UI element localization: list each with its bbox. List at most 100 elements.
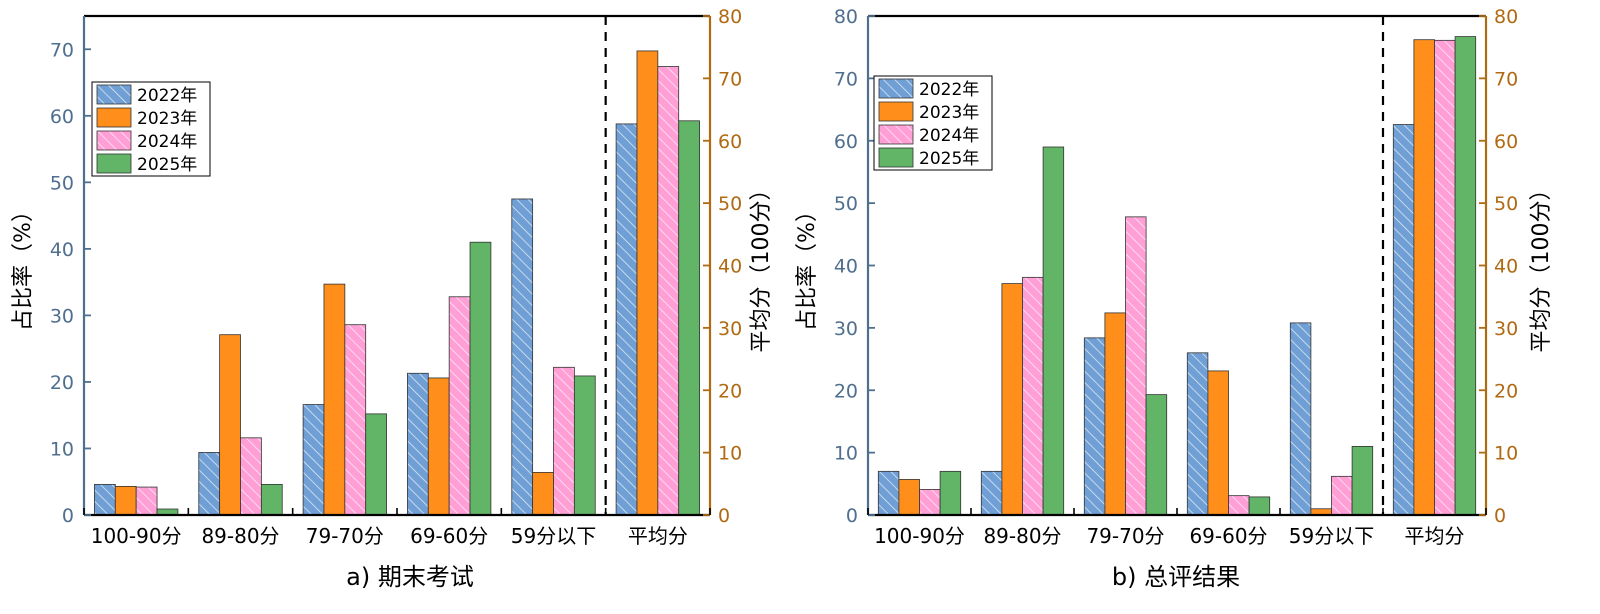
- bar-2023年-平均分: [636, 50, 659, 516]
- bar-2024年-89-80分: [1022, 276, 1044, 516]
- x-tick-label: 79-70分: [1086, 524, 1164, 548]
- legend-label: 2023年: [919, 103, 979, 123]
- bar-2024年-100-90分: [135, 486, 158, 516]
- bar-2024年-69-60分: [448, 296, 471, 516]
- legend-swatch-2022年: [96, 84, 132, 105]
- bar-2022年-100-90分: [94, 483, 116, 516]
- legend-label: 2023年: [137, 109, 197, 129]
- bar-2022年-59分以下: [1289, 322, 1312, 516]
- x-tick-label: 平均分: [1405, 524, 1465, 548]
- bar-2025年-89-80分: [1042, 146, 1065, 516]
- right-tick-label: 80: [718, 6, 742, 28]
- right-tick-label: 20: [1494, 380, 1518, 402]
- left-y-axis-label: 占比率（%）: [795, 200, 820, 331]
- legend-swatch-2024年: [878, 124, 914, 145]
- bar-2024年-平均分: [1434, 39, 1456, 516]
- right-tick-label: 30: [718, 318, 742, 340]
- bar-2025年-100-90分: [939, 470, 962, 516]
- right-y-axis-label: 平均分（100分）: [749, 179, 774, 353]
- right-tick-label: 50: [1494, 193, 1518, 215]
- bar-2022年-100-90分: [877, 470, 900, 516]
- bar-2025年-79-70分: [1145, 394, 1168, 516]
- panel-title: a) 期末考试: [346, 563, 474, 591]
- legend-label: 2024年: [919, 126, 979, 146]
- right-tick-label: 10: [718, 443, 742, 465]
- left-tick-label: 40: [834, 256, 858, 278]
- bar-2024年-59分以下: [1331, 475, 1353, 516]
- bar-2022年-69-60分: [1186, 352, 1209, 516]
- right-tick-label: 60: [718, 131, 742, 153]
- left-tick-label: 50: [834, 193, 858, 215]
- x-tick-label: 89-80分: [201, 524, 279, 548]
- bar-2024年-69-60分: [1228, 495, 1250, 516]
- x-tick-label: 59分以下: [511, 524, 596, 548]
- chart-panel-2: 0 10 20 30 40 50 60 70 80 0 10 20 30 40 50 60 70 80 100-90…: [795, 6, 1554, 591]
- right-y-axis-label: 平均分（100分）: [1529, 179, 1554, 353]
- left-tick-label: 20: [834, 380, 858, 402]
- bar-2022年-69-60分: [407, 372, 429, 516]
- left-tick-label: 40: [50, 239, 74, 261]
- left-tick-label: 70: [50, 39, 74, 61]
- bar-2022年-平均分: [615, 123, 638, 516]
- x-tick-label: 100-90分: [91, 524, 182, 548]
- bar-2023年-100-90分: [114, 485, 137, 516]
- right-tick-label: 70: [1494, 68, 1518, 90]
- x-tick-label: 59分以下: [1289, 524, 1374, 548]
- legend-label: 2022年: [919, 80, 979, 100]
- left-tick-label: 70: [834, 68, 858, 90]
- left-tick-label: 0: [846, 505, 858, 527]
- legend-swatch-2025年: [96, 153, 132, 174]
- bar-2023年-79-70分: [323, 283, 346, 516]
- right-tick-label: 50: [718, 193, 742, 215]
- legend-swatch-2022年: [878, 78, 914, 99]
- bar-2022年-59分以下: [511, 198, 534, 516]
- left-tick-label: 20: [50, 372, 74, 394]
- bar-2025年-69-60分: [1248, 496, 1271, 516]
- right-tick-label: 80: [1494, 6, 1518, 28]
- legend-label: 2024年: [137, 132, 197, 152]
- bar-2023年-69-60分: [1207, 370, 1229, 516]
- right-tick-label: 10: [1494, 443, 1518, 465]
- bar-2024年-平均分: [657, 66, 680, 516]
- x-tick-label: 89-80分: [983, 524, 1061, 548]
- left-tick-label: 60: [50, 106, 74, 128]
- x-tick-label: 79-70分: [306, 524, 384, 548]
- right-tick-label: 30: [1494, 318, 1518, 340]
- bar-2023年-89-80分: [1001, 283, 1023, 516]
- bar-2022年-79-70分: [1083, 337, 1106, 516]
- legend-swatch-2023年: [878, 101, 914, 122]
- bar-2025年-平均分: [1454, 36, 1477, 516]
- bar-2023年-100-90分: [898, 479, 920, 516]
- bar-2022年-89-80分: [198, 452, 221, 516]
- right-tick-label: 60: [1494, 131, 1518, 153]
- bar-2024年-59分以下: [553, 366, 575, 516]
- legend-swatch-2025年: [878, 147, 914, 168]
- legend-label: 2022年: [137, 86, 197, 106]
- bar-2025年-59分以下: [1351, 445, 1374, 516]
- right-tick-label: 0: [718, 505, 730, 527]
- x-tick-label: 平均分: [628, 524, 688, 548]
- left-tick-label: 0: [62, 505, 74, 527]
- left-tick-label: 30: [834, 318, 858, 340]
- right-tick-label: 40: [1494, 256, 1518, 278]
- legend-label: 2025年: [919, 149, 979, 169]
- bar-2025年-59分以下: [573, 375, 596, 516]
- legend-label: 2025年: [137, 155, 197, 175]
- x-tick-label: 69-60分: [1189, 524, 1267, 548]
- legend-swatch-2023年: [96, 107, 132, 128]
- bar-2023年-平均分: [1413, 39, 1435, 516]
- bar-2022年-79-70分: [302, 404, 325, 516]
- x-tick-label: 100-90分: [874, 524, 965, 548]
- left-tick-label: 60: [834, 131, 858, 153]
- left-tick-label: 80: [834, 6, 858, 28]
- left-tick-label: 10: [834, 443, 858, 465]
- right-tick-label: 40: [718, 256, 742, 278]
- legend: 2022年 2023年 2024年 2025年: [873, 75, 993, 171]
- left-tick-label: 30: [50, 305, 74, 327]
- bar-2024年-79-70分: [1125, 216, 1147, 516]
- bar-2022年-平均分: [1392, 124, 1415, 516]
- legend-swatch-2024年: [96, 130, 132, 151]
- legend: 2022年 2023年 2024年 2025年: [91, 81, 211, 177]
